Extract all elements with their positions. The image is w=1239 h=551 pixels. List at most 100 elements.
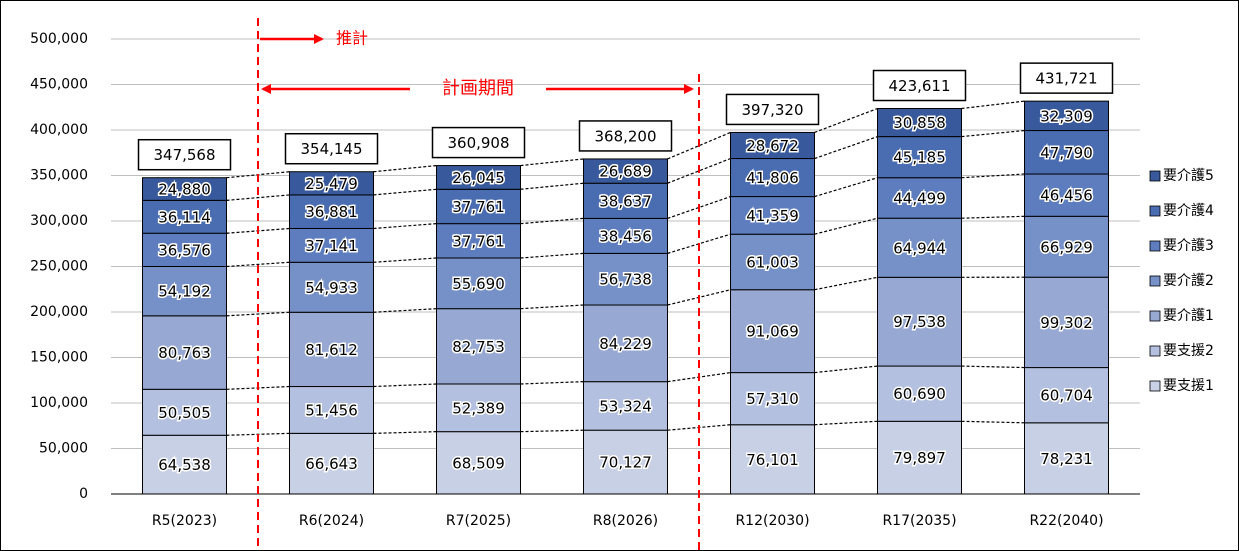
total-box — [725, 93, 820, 126]
bar-segment — [289, 227, 374, 263]
legend-swatch — [1149, 310, 1161, 322]
y-tick-label: 250,000 — [30, 259, 88, 275]
connector-line — [814, 276, 878, 291]
legend-label: 要支援2 — [1163, 343, 1214, 359]
value-label: 82,753 — [452, 338, 505, 356]
connector-line — [373, 257, 437, 263]
value-label: 60,690 — [893, 385, 946, 403]
value-label: 53,324 — [599, 397, 652, 415]
legend-swatch — [1149, 275, 1161, 287]
bar-segment — [1024, 422, 1109, 495]
total-label: 354,145 — [300, 140, 362, 158]
bar-segment — [1024, 367, 1109, 424]
connector-line — [520, 252, 584, 259]
value-label: 38,637 — [599, 192, 652, 210]
connector-line — [520, 304, 584, 310]
connector-line — [520, 158, 584, 167]
connector-line — [667, 196, 731, 219]
value-label: 36,881 — [305, 203, 358, 221]
bar-segment — [436, 257, 521, 310]
value-label: 99,302 — [1040, 314, 1093, 332]
value-label: 84,229 — [599, 335, 652, 353]
connector-line — [961, 365, 1025, 369]
value-label: 79,897 — [893, 449, 946, 467]
y-tick-label: 500,000 — [30, 31, 88, 47]
bar-segment — [436, 431, 521, 495]
value-label: 56,738 — [599, 271, 652, 289]
bar-segment — [1024, 276, 1109, 369]
bar-segment — [583, 429, 668, 495]
connector-line — [373, 223, 437, 230]
total-box — [578, 120, 673, 152]
value-label: 97,538 — [893, 313, 946, 331]
connector-line — [520, 381, 584, 385]
bar-segment — [730, 289, 815, 374]
value-label: 26,689 — [599, 163, 652, 181]
total-label: 360,908 — [447, 134, 509, 152]
bar-segment — [142, 232, 227, 268]
bar-segment — [142, 266, 227, 317]
bar-segment — [730, 131, 815, 160]
value-label: 26,045 — [452, 169, 505, 187]
y-tick-label: 450,000 — [30, 77, 88, 93]
estimate-label: 推計 — [336, 29, 368, 48]
x-tick-label: R12(2030) — [735, 513, 809, 529]
legend-swatch — [1149, 240, 1161, 252]
legend-swatch — [1149, 170, 1161, 182]
x-tick-label: R8(2026) — [593, 513, 658, 529]
bar-segment — [583, 182, 668, 219]
bar-segment — [1024, 100, 1109, 132]
bar-segment — [877, 177, 962, 219]
value-label: 37,141 — [305, 237, 358, 255]
bar-segment — [142, 434, 227, 495]
bar-segment — [289, 432, 374, 495]
bar-segment — [436, 165, 521, 190]
value-label: 64,538 — [158, 456, 211, 474]
connector-line — [667, 131, 731, 160]
connector-line — [373, 308, 437, 313]
value-label: 76,101 — [746, 451, 799, 469]
total-box — [137, 138, 232, 171]
bar-segment — [1024, 173, 1109, 217]
bar-segment — [730, 233, 815, 291]
bar-segment — [142, 388, 227, 436]
connector-line — [814, 365, 878, 374]
connector-line — [520, 217, 584, 225]
bar-segment — [436, 188, 521, 225]
legend-label: 要介護3 — [1163, 238, 1214, 254]
connector-line — [961, 420, 1025, 424]
bar-segment — [730, 196, 815, 235]
value-label: 80,763 — [158, 344, 211, 362]
value-label: 47,790 — [1040, 144, 1093, 162]
bar-segment — [289, 171, 374, 196]
value-label: 54,933 — [305, 279, 358, 297]
total-label: 347,568 — [153, 146, 215, 164]
x-tick-label: R5(2023) — [152, 513, 217, 529]
connector-line — [667, 157, 731, 184]
y-tick-label: 50,000 — [39, 441, 88, 457]
value-label: 64,944 — [893, 239, 946, 257]
x-tick-label: R22(2040) — [1029, 513, 1103, 529]
value-label: 91,069 — [746, 323, 799, 341]
bar-segment — [583, 217, 668, 254]
bar-segment — [1024, 215, 1109, 278]
connector-line — [226, 311, 290, 317]
value-label: 81,612 — [305, 341, 358, 359]
total-label: 431,721 — [1035, 70, 1097, 88]
connector-line — [961, 215, 1025, 219]
legend-label: 要介護2 — [1163, 273, 1214, 289]
bar-segment — [142, 177, 227, 201]
bar-segment — [142, 199, 227, 234]
value-label: 28,672 — [746, 137, 799, 155]
y-tick-label: 300,000 — [30, 213, 88, 229]
bar-segment — [730, 158, 815, 198]
value-label: 32,309 — [1040, 107, 1093, 125]
value-label: 70,127 — [599, 454, 652, 472]
bar-segment — [583, 381, 668, 431]
legend-label: 要介護1 — [1163, 308, 1214, 324]
y-tick-label: 100,000 — [30, 395, 88, 411]
value-label: 41,806 — [746, 169, 799, 187]
legend-label: 要介護4 — [1163, 203, 1214, 219]
x-tick-label: R6(2024) — [299, 513, 364, 529]
